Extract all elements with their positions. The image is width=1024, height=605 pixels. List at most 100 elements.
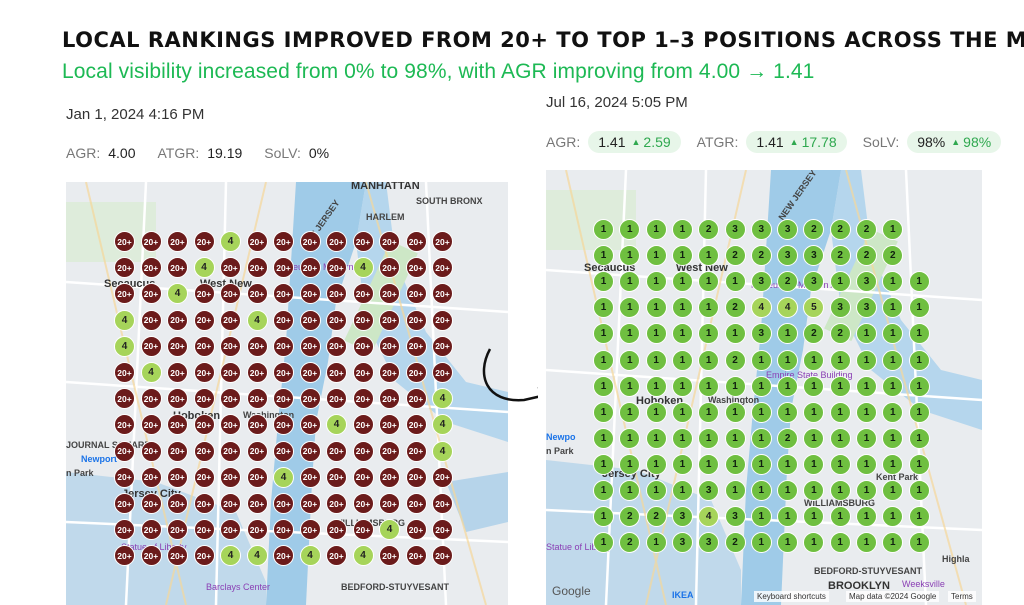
rank-pin[interactable]: 20+: [352, 388, 374, 410]
before-map[interactable]: MANHATTAN SOUTH BRONX HARLEM NEW JERSEY …: [66, 182, 508, 605]
rank-pin[interactable]: 2: [724, 532, 746, 554]
rank-pin[interactable]: 20+: [193, 466, 215, 488]
rank-pin[interactable]: 20+: [140, 493, 162, 514]
rank-pin[interactable]: 1: [882, 349, 904, 371]
rank-pin[interactable]: 1: [908, 271, 930, 293]
rank-pin[interactable]: 1: [645, 297, 667, 319]
rank-pin[interactable]: 1: [803, 375, 825, 397]
rank-pin[interactable]: 2: [803, 219, 825, 240]
rank-pin[interactable]: 20+: [220, 519, 241, 541]
rank-pin[interactable]: 1: [856, 480, 877, 501]
rank-pin[interactable]: 1: [908, 453, 930, 475]
rank-pin[interactable]: 1: [593, 453, 614, 475]
rank-pin[interactable]: 20+: [405, 309, 427, 331]
rank-pin[interactable]: 1: [619, 297, 641, 319]
rank-pin[interactable]: 4: [273, 466, 294, 488]
rank-pin[interactable]: 20+: [326, 466, 347, 488]
rank-pin[interactable]: 20+: [167, 493, 188, 514]
rank-pin[interactable]: 20+: [246, 414, 268, 436]
rank-pin[interactable]: 1: [593, 349, 614, 371]
rank-pin[interactable]: 20+: [432, 519, 453, 541]
rank-pin[interactable]: 1: [908, 480, 930, 501]
rank-pin[interactable]: 20+: [299, 440, 321, 462]
rank-pin[interactable]: 20+: [167, 362, 188, 383]
rank-pin[interactable]: 2: [803, 323, 825, 345]
rank-pin[interactable]: 1: [724, 427, 746, 449]
rank-pin[interactable]: 20+: [352, 283, 374, 305]
rank-pin[interactable]: 1: [803, 480, 825, 501]
rank-pin[interactable]: 1: [882, 219, 904, 240]
rank-pin[interactable]: 20+: [352, 309, 374, 331]
rank-pin[interactable]: 2: [829, 323, 851, 345]
rank-pin[interactable]: 20+: [220, 440, 241, 462]
rank-pin[interactable]: 20+: [193, 309, 215, 331]
rank-pin[interactable]: 20+: [167, 519, 188, 541]
rank-pin[interactable]: 20+: [140, 466, 162, 488]
rank-pin[interactable]: 1: [671, 375, 693, 397]
rank-pin[interactable]: 20+: [299, 231, 321, 252]
rank-pin[interactable]: 20+: [299, 519, 321, 541]
rank-pin[interactable]: 1: [619, 375, 641, 397]
rank-pin[interactable]: 1: [803, 401, 825, 423]
rank-pin[interactable]: 1: [777, 323, 799, 345]
rank-pin[interactable]: 3: [829, 297, 851, 319]
rank-pin[interactable]: 20+: [432, 335, 453, 357]
rank-pin[interactable]: 1: [803, 349, 825, 371]
rank-pin[interactable]: 1: [671, 453, 693, 475]
rank-pin[interactable]: 1: [803, 532, 825, 554]
rank-pin[interactable]: 20+: [432, 545, 453, 567]
keyboard-shortcuts-link[interactable]: Keyboard shortcuts: [754, 591, 829, 602]
rank-pin[interactable]: 20+: [326, 257, 347, 279]
rank-pin[interactable]: 1: [856, 506, 877, 528]
rank-pin[interactable]: 3: [724, 219, 746, 240]
rank-pin[interactable]: 1: [829, 349, 851, 371]
rank-pin[interactable]: 20+: [299, 388, 321, 410]
rank-pin[interactable]: 20+: [220, 414, 241, 436]
rank-pin[interactable]: 20+: [326, 493, 347, 514]
rank-pin[interactable]: 1: [856, 427, 877, 449]
rank-pin[interactable]: 1: [698, 375, 720, 397]
rank-pin[interactable]: 20+: [140, 388, 162, 410]
rank-pin[interactable]: 20+: [326, 519, 347, 541]
rank-pin[interactable]: 1: [882, 323, 904, 345]
rank-pin[interactable]: 1: [724, 453, 746, 475]
rank-pin[interactable]: 20+: [167, 545, 188, 567]
rank-pin[interactable]: 20+: [273, 493, 294, 514]
rank-pin[interactable]: 1: [777, 453, 799, 475]
rank-pin[interactable]: 20+: [352, 414, 374, 436]
rank-pin[interactable]: 20+: [140, 283, 162, 305]
rank-pin[interactable]: 20+: [405, 466, 427, 488]
rank-pin[interactable]: 1: [593, 297, 614, 319]
rank-pin[interactable]: 1: [645, 219, 667, 240]
rank-pin[interactable]: 20+: [299, 283, 321, 305]
rank-pin[interactable]: 20+: [379, 440, 400, 462]
rank-pin[interactable]: 2: [619, 532, 641, 554]
rank-pin[interactable]: 1: [619, 427, 641, 449]
rank-pin[interactable]: 2: [856, 219, 877, 240]
rank-pin[interactable]: 2: [829, 219, 851, 240]
rank-pin[interactable]: 1: [777, 532, 799, 554]
rank-pin[interactable]: 3: [856, 297, 877, 319]
rank-pin[interactable]: 20+: [432, 257, 453, 279]
rank-pin[interactable]: 20+: [273, 519, 294, 541]
rank-pin[interactable]: 1: [671, 245, 693, 267]
rank-pin[interactable]: 1: [750, 401, 772, 423]
rank-pin[interactable]: 1: [593, 245, 614, 267]
rank-pin[interactable]: 1: [671, 219, 693, 240]
rank-pin[interactable]: 20+: [432, 231, 453, 252]
rank-pin[interactable]: 20+: [246, 362, 268, 383]
rank-pin[interactable]: 3: [671, 532, 693, 554]
rank-pin[interactable]: 20+: [273, 335, 294, 357]
rank-pin[interactable]: 1: [593, 219, 614, 240]
rank-pin[interactable]: 1: [619, 480, 641, 501]
rank-pin[interactable]: 20+: [220, 309, 241, 331]
rank-pin[interactable]: 1: [829, 453, 851, 475]
rank-pin[interactable]: 20+: [432, 309, 453, 331]
rank-pin[interactable]: 20+: [379, 545, 400, 567]
rank-pin[interactable]: 2: [856, 245, 877, 267]
rank-pin[interactable]: 1: [671, 323, 693, 345]
rank-pin[interactable]: 20+: [193, 283, 215, 305]
rank-pin[interactable]: 20+: [379, 335, 400, 357]
rank-pin[interactable]: 4: [167, 283, 188, 305]
rank-pin[interactable]: 1: [882, 506, 904, 528]
